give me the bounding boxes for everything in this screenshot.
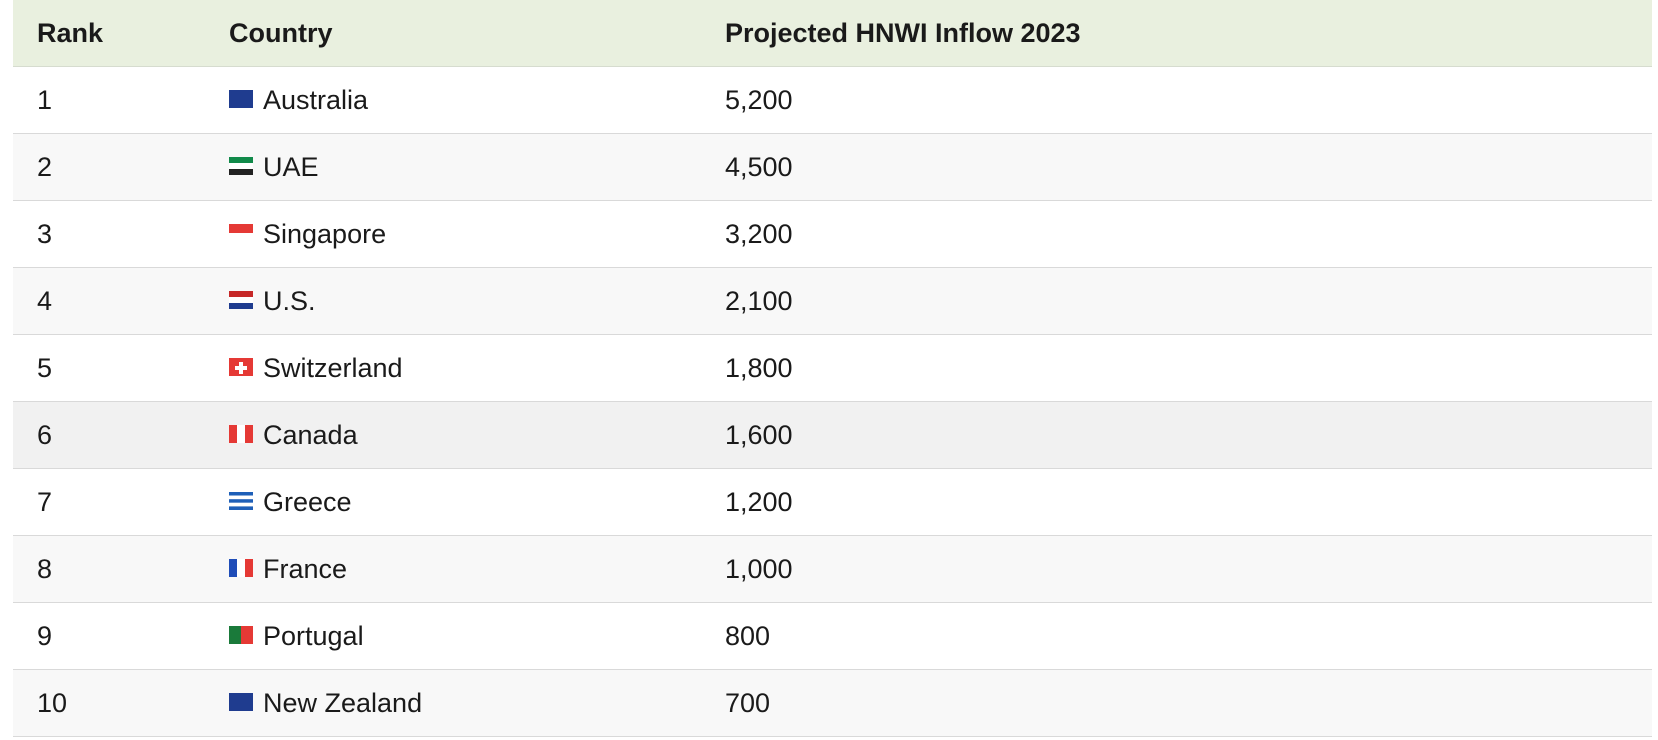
table-cell: New Zealand [229,669,725,737]
flag-icon [229,291,253,310]
table-cell: 800 [725,602,1652,670]
table-row: 3 Singapore 3,200 [13,200,1652,268]
flag-icon [229,358,253,377]
table-cell: 3,200 [725,200,1652,268]
table-cell: 1,000 [725,535,1652,603]
table-cell: 8 [13,535,229,603]
header-cell: Country [229,0,725,67]
flag-icon [229,559,253,578]
header-row: Rank Country Projected HNWI Inflow 2023 [13,0,1652,67]
country-name: Greece [263,486,352,517]
table-cell: Singapore [229,200,725,268]
country-name: U.S. [263,285,316,316]
table-cell: 7 [13,468,229,536]
table-cell: 6 [13,401,229,469]
flag-icon [229,425,253,444]
flag-icon [229,492,253,511]
country-name: Switzerland [263,352,403,383]
table-row: 2 UAE 4,500 [13,133,1652,201]
flag-icon [229,157,253,176]
country-name: Singapore [263,218,387,249]
flag-icon [229,693,253,712]
table-row: 5 Switzerland 1,800 [13,334,1652,402]
table-cell: Australia [229,66,725,134]
country-name: UAE [263,151,319,182]
flag-icon [229,224,253,243]
flag-icon [229,626,253,645]
table-cell: UAE [229,133,725,201]
table-cell: France [229,535,725,603]
table-cell: 1,800 [725,334,1652,402]
table-cell: Switzerland [229,334,725,402]
table-row: 6 Canada 1,600 [13,401,1652,469]
table-cell: 1,200 [725,468,1652,536]
table-cell: 5,200 [725,66,1652,134]
table-cell: Portugal [229,602,725,670]
table-row: 8 France 1,000 [13,535,1652,603]
table-cell: U.S. [229,267,725,335]
header-cell: Projected HNWI Inflow 2023 [725,0,1652,67]
ranking-table: Rank Country Projected HNWI Inflow 2023 … [13,0,1652,737]
table-row: 10 New Zealand 700 [13,669,1652,737]
table-cell: 700 [725,669,1652,737]
table-body: 1 Australia 5,200 2 UAE 4,500 3 Singapore 3,200 4… [13,66,1652,737]
table-row: 4 U.S. 2,100 [13,267,1652,335]
table-cell: 2 [13,133,229,201]
table-cell: 5 [13,334,229,402]
table-cell: 10 [13,669,229,737]
table-row: 9 Portugal 800 [13,602,1652,670]
table-row: 1 Australia 5,200 [13,66,1652,134]
table-cell: 4,500 [725,133,1652,201]
country-name: Portugal [263,620,364,651]
table-cell: 1,600 [725,401,1652,469]
header-cell: Rank [13,0,229,67]
country-name: New Zealand [263,687,423,718]
flag-icon [229,90,253,109]
country-name: Australia [263,84,369,115]
table-cell: 3 [13,200,229,268]
country-name: Canada [263,419,358,450]
table-cell: 9 [13,602,229,670]
country-name: France [263,553,348,584]
table-cell: Canada [229,401,725,469]
table-cell: 2,100 [725,267,1652,335]
table-row: 7 Greece 1,200 [13,468,1652,536]
table-cell: Greece [229,468,725,536]
table-cell: 1 [13,66,229,134]
table-cell: 4 [13,267,229,335]
